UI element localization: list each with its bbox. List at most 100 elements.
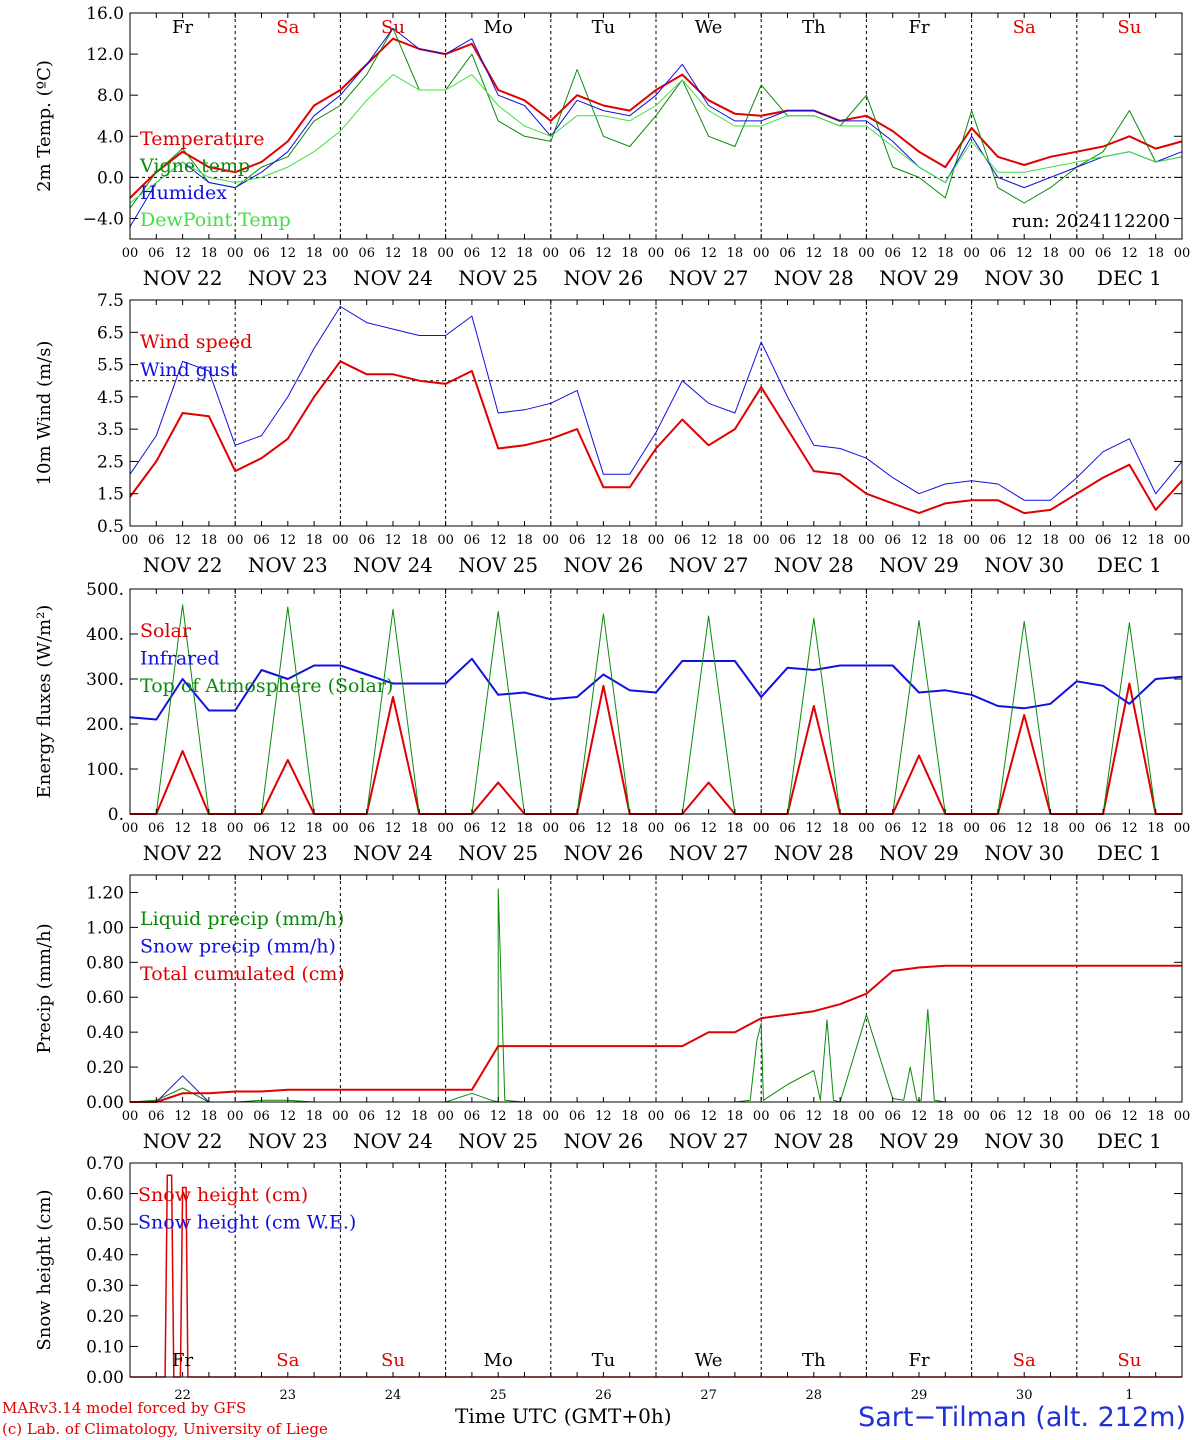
weekday-label: Mo — [484, 1350, 513, 1371]
hour-tick-label: 18 — [201, 533, 218, 548]
y-tick-label: 0.20 — [86, 1058, 124, 1078]
weekday-label: Su — [1117, 1350, 1141, 1371]
hour-tick-label: 00 — [1174, 533, 1191, 548]
legend-entry: Humidex — [140, 182, 227, 204]
y-tick-label: 1.00 — [86, 918, 124, 938]
hour-tick-label: 12 — [1016, 821, 1033, 836]
hour-tick-label: 06 — [779, 533, 796, 548]
series-line-2 — [129, 27, 1183, 227]
day-number-label: 30 — [1016, 1388, 1033, 1403]
hour-tick-label: 12 — [174, 246, 191, 261]
hour-tick-label: 18 — [621, 246, 638, 261]
series-line-1 — [129, 306, 1183, 501]
hour-tick-label: 06 — [674, 1109, 691, 1124]
hour-tick-label: 00 — [122, 533, 139, 548]
y-tick-label: 0.40 — [86, 1246, 124, 1266]
hour-tick-label: 12 — [490, 533, 507, 548]
legend-entry: Liquid precip (mm/h) — [140, 908, 344, 930]
date-label: NOV 25 — [458, 841, 538, 865]
hour-tick-label: 06 — [358, 1109, 375, 1124]
hour-tick-label: 00 — [122, 821, 139, 836]
date-label: DEC 1 — [1097, 553, 1162, 577]
hour-tick-label: 18 — [516, 821, 533, 836]
weekday-label: Fr — [172, 17, 193, 38]
date-label: NOV 27 — [669, 841, 749, 865]
hour-tick-label: 12 — [700, 821, 717, 836]
weekday-label: Su — [381, 17, 405, 38]
day-number-label: 26 — [595, 1388, 612, 1403]
hour-tick-label: 18 — [411, 246, 428, 261]
date-label: NOV 26 — [564, 841, 644, 865]
hour-tick-label: 18 — [1042, 533, 1059, 548]
hour-tick-label: 12 — [280, 246, 297, 261]
hour-tick-label: 12 — [595, 533, 612, 548]
hour-tick-label: 18 — [1042, 1109, 1059, 1124]
hour-tick-label: 00 — [227, 533, 244, 548]
y-tick-label: 0.10 — [86, 1337, 124, 1357]
hour-tick-label: 18 — [306, 821, 323, 836]
hour-tick-label: 06 — [148, 1109, 165, 1124]
series-line-2 — [130, 964, 1182, 1103]
y-tick-label: 0. — [108, 805, 124, 825]
hour-tick-label: 06 — [358, 821, 375, 836]
hour-tick-label: 00 — [1069, 821, 1086, 836]
hour-tick-label: 00 — [648, 246, 665, 261]
hour-tick-label: 06 — [1095, 1109, 1112, 1124]
hour-axis: 00 06 12 18 00 06 12 18 00 06 12 18 00 06 12 18 00 06 12 18… — [122, 533, 1191, 548]
hour-tick-label: 00 — [1069, 246, 1086, 261]
hour-tick-label: 06 — [990, 246, 1007, 261]
series-line-3 — [129, 74, 1183, 204]
hour-tick-label: 00 — [858, 1109, 875, 1124]
date-label: NOV 26 — [564, 1129, 644, 1153]
hour-tick-label: 18 — [832, 1109, 849, 1124]
hour-tick-label: 06 — [990, 821, 1007, 836]
hour-tick-label: 06 — [674, 821, 691, 836]
date-label: NOV 26 — [564, 266, 644, 290]
date-label: DEC 1 — [1097, 1129, 1162, 1153]
hour-tick-label: 06 — [1095, 821, 1112, 836]
hour-tick-label: 18 — [832, 246, 849, 261]
hour-tick-label: 18 — [201, 1109, 218, 1124]
hour-tick-label: 12 — [1121, 533, 1138, 548]
weekday-label: Sa — [276, 1350, 299, 1371]
date-label: NOV 29 — [879, 553, 959, 577]
date-label: NOV 25 — [458, 553, 538, 577]
hour-tick-label: 18 — [937, 533, 954, 548]
date-label: NOV 28 — [774, 553, 854, 577]
hour-tick-label: 00 — [753, 533, 770, 548]
date-label: NOV 29 — [879, 1129, 959, 1153]
lab-credit: (c) Lab. of Climatology, University of L… — [2, 1420, 328, 1438]
hour-tick-label: 00 — [332, 821, 349, 836]
day-number-label: 23 — [280, 1388, 297, 1403]
hour-tick-label: 00 — [437, 533, 454, 548]
hour-tick-label: 00 — [1174, 821, 1191, 836]
hour-tick-label: 00 — [227, 1109, 244, 1124]
hour-tick-label: 06 — [148, 533, 165, 548]
weekday-label: Su — [381, 1350, 405, 1371]
hour-tick-label: 12 — [1121, 246, 1138, 261]
y-tick-label: 16.0 — [86, 4, 124, 24]
hour-tick-label: 12 — [1016, 533, 1033, 548]
hour-tick-label: 18 — [937, 821, 954, 836]
hour-tick-label: 18 — [516, 533, 533, 548]
y-tick-label: 300. — [86, 670, 124, 690]
hour-tick-label: 12 — [385, 246, 402, 261]
hour-tick-label: 12 — [385, 533, 402, 548]
hour-tick-label: 00 — [1174, 246, 1191, 261]
series-line-0 — [129, 360, 1183, 515]
hour-tick-label: 12 — [806, 1109, 823, 1124]
weekday-label: Mo — [484, 17, 513, 38]
hour-tick-label: 06 — [674, 246, 691, 261]
hour-tick-label: 06 — [464, 533, 481, 548]
y-tick-label: 0.5 — [97, 517, 124, 537]
weekday-label: We — [695, 1350, 723, 1371]
date-label: NOV 28 — [774, 266, 854, 290]
hour-tick-label: 00 — [332, 1109, 349, 1124]
hour-tick-label: 18 — [1147, 246, 1164, 261]
hour-tick-label: 06 — [779, 821, 796, 836]
hour-tick-label: 18 — [937, 1109, 954, 1124]
hour-tick-label: 12 — [806, 533, 823, 548]
weekday-label: Sa — [276, 17, 299, 38]
hour-tick-label: 00 — [543, 533, 560, 548]
